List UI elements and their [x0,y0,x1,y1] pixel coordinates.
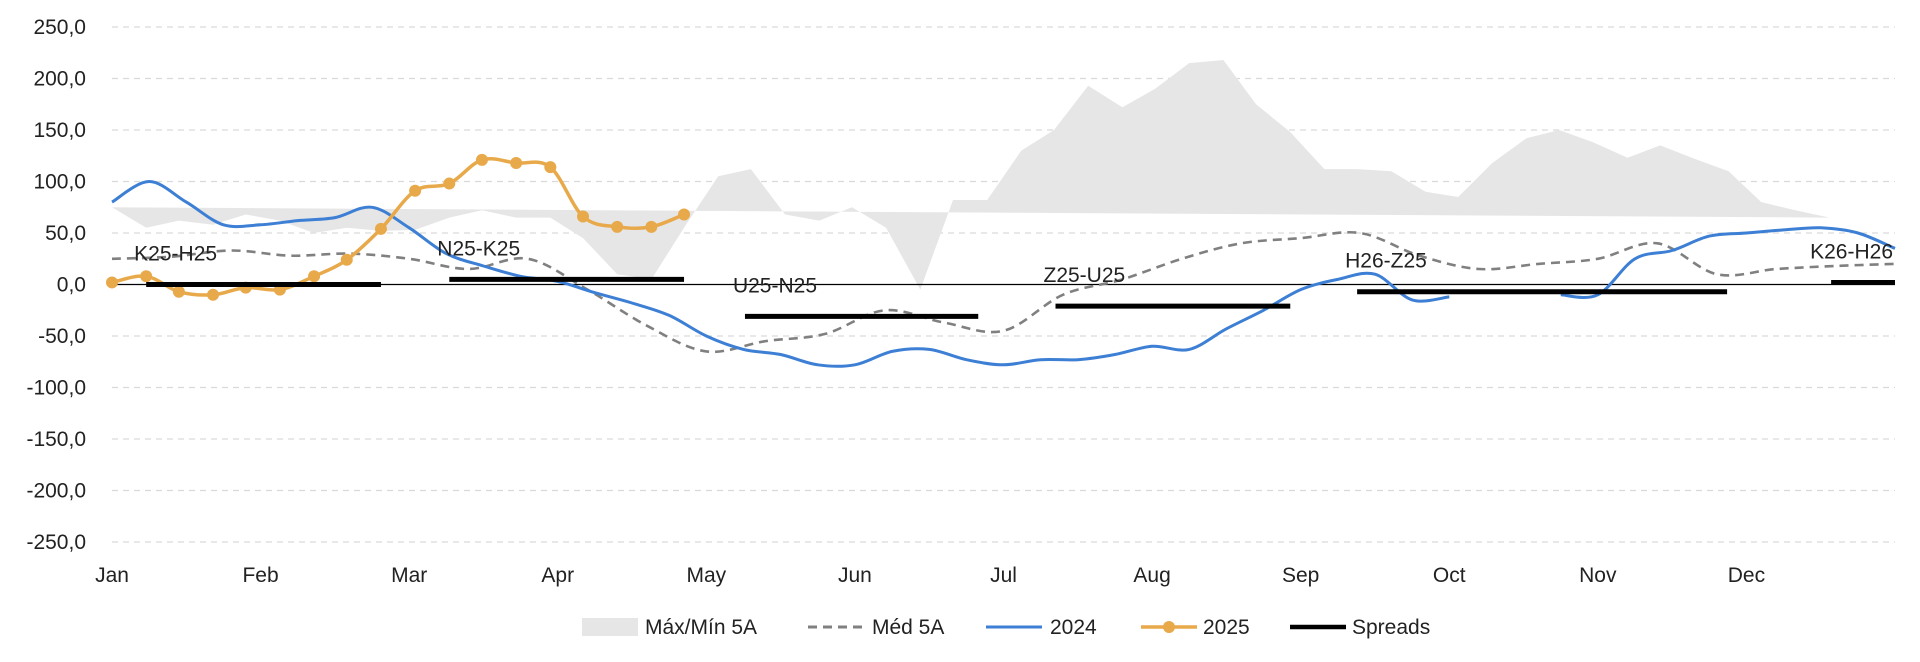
series-2025-point [340,253,353,266]
y-tick-label: 200,0 [33,68,86,91]
x-tick-label: Aug [1133,564,1170,587]
y-axis-ticks: 250,0 200,0 150,0 100,0 50,0 0,0 -50,0 -100,0 -1… [26,16,86,554]
legend-swatch-band [582,618,638,636]
x-tick-label: Dec [1728,564,1765,587]
series-2025-point [510,156,523,169]
gridlines [112,26,1895,543]
series-2025-point [207,288,220,301]
x-tick-label: May [686,564,726,587]
x-tick-label: Feb [242,564,278,587]
band-area [112,60,1830,290]
y-tick-label: -100,0 [26,377,86,400]
y-tick-label: -50,0 [38,325,86,348]
series-2025-point [172,285,185,298]
x-tick-label: Jan [95,564,129,587]
spread-label: Z25-U25 [1044,264,1126,287]
spread-label: H26-Z25 [1345,250,1427,273]
series-median-line [111,231,1896,354]
x-tick-label: Jun [838,564,872,587]
series-2025-point [475,153,488,166]
spread-label: N25-K25 [437,237,520,260]
series-2025-point [678,208,691,221]
series-2025-point [106,276,118,289]
series-2024-line [1560,226,1896,299]
x-tick-label: Apr [541,564,574,587]
series-2025-point [443,177,456,190]
x-tick-label: Mar [391,564,427,587]
x-tick-label: Jul [990,564,1017,587]
legend-label: Máx/Mín 5A [645,616,757,639]
y-tick-label: 100,0 [33,171,86,194]
series-2025-point [645,220,658,233]
series-2025-point [611,220,624,233]
y-tick-label: 250,0 [33,16,86,39]
series-2025-point [544,161,557,174]
series-2025-point [374,222,387,235]
band-max-min-area [112,60,1830,290]
legend-label: 2024 [1050,616,1097,639]
series-lines [106,153,1896,368]
series-2025-point [140,270,153,283]
y-tick-label: -250,0 [26,531,86,554]
series-2025-point [577,210,590,223]
series-2025-point [409,184,422,197]
series-2024-line [111,180,1450,368]
series-2025-point [308,270,321,283]
legend-label: Méd 5A [872,616,944,639]
y-tick-label: -200,0 [26,480,86,503]
y-tick-label: 50,0 [45,222,86,245]
x-tick-label: Nov [1579,564,1617,587]
x-tick-label: Oct [1433,564,1466,587]
legend-label: Spreads [1352,616,1430,639]
spread-label: U25-N25 [733,274,817,297]
legend-swatch-2025-marker [1163,621,1175,633]
spread-label: K26-H26 [1810,240,1893,263]
y-tick-label: 0,0 [57,274,86,297]
x-tick-label: Sep [1282,564,1319,587]
y-tick-label: 150,0 [33,119,86,142]
spread-label: K25-H25 [134,243,217,266]
y-tick-label: -150,0 [26,428,86,451]
spread-bars: K25-H25 N25-K25 U25-N25 Z25-U25 H26-Z25 K26-H… [134,237,1895,319]
legend-label: 2025 [1203,616,1250,639]
legend: Máx/Mín 5A Méd 5A 2024 2025 Spreads [582,616,1430,639]
x-axis-ticks: Jan Feb Mar Apr May Jun Jul Aug Sep Oct Nov Dec [95,564,1765,587]
